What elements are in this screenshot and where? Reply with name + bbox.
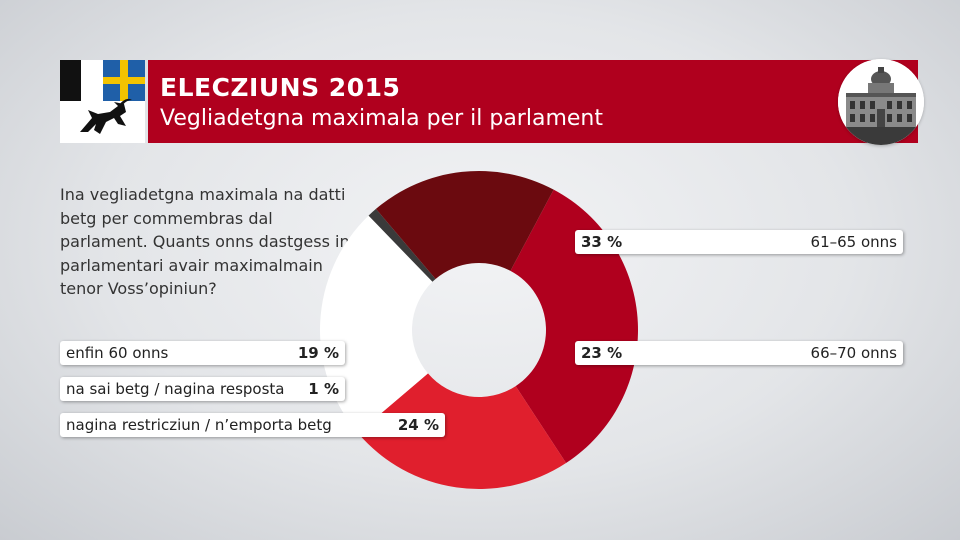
survey-question: Ina vegliadetgna maximala na datti betg … (60, 185, 350, 298)
value-label: 1 % (308, 380, 339, 398)
value-label: 23 % (581, 344, 623, 362)
label-61-65: 33 % 61–65 onns (575, 230, 903, 254)
donut-slice-0 (510, 189, 638, 464)
category-label: 61–65 onns (810, 233, 897, 251)
value-label: 19 % (297, 344, 339, 362)
category-label: enfin 60 onns (66, 344, 169, 362)
label-dont-know: na sai betg / nagina resposta 1 % (60, 377, 345, 401)
label-no-restriction: nagina restricziun / n’emporta betg 24 % (60, 413, 445, 437)
category-label: 66–70 onns (810, 344, 897, 362)
value-label: 24 % (397, 416, 439, 434)
page-subtitle: Vegliadetgna maximala per il parlament (160, 106, 603, 131)
donut-slice-3 (368, 208, 436, 282)
label-up-to-60: enfin 60 onns 19 % (60, 341, 345, 365)
category-label: nagina restricziun / n’emporta betg (66, 416, 332, 434)
graubuenden-coat-of-arms (60, 60, 145, 143)
page-title: ELECZIUNS 2015 (160, 73, 401, 102)
donut-slice-1 (357, 373, 567, 489)
header-bar: ELECZIUNS 2015 Vegliadetgna maximala per… (148, 60, 918, 143)
donut-slice-4 (375, 170, 554, 279)
federal-palace-icon (838, 59, 924, 145)
category-label: na sai betg / nagina resposta (66, 380, 285, 398)
value-label: 33 % (581, 233, 623, 251)
donut-slice-2 (319, 215, 433, 434)
label-66-70: 23 % 66–70 onns (575, 341, 903, 365)
